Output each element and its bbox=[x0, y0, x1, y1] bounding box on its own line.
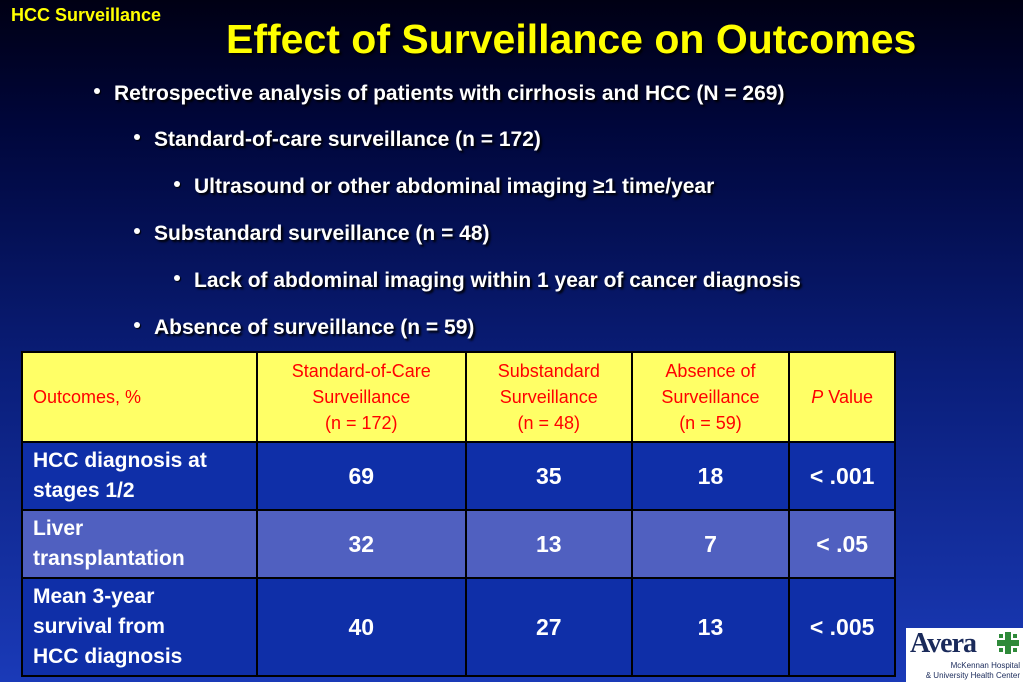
row-label-line: survival from bbox=[33, 615, 165, 638]
row-label: Liver transplantation bbox=[21, 509, 258, 579]
avera-logo: Avera McKennan Hospital & University Hea… bbox=[906, 628, 1023, 682]
header-line: Surveillance bbox=[499, 387, 598, 407]
row-label-line: HCC diagnosis at bbox=[33, 449, 207, 472]
logo-line-1: McKennan Hospital bbox=[950, 661, 1020, 670]
bullet-item: Substandard surveillance (n = 48) bbox=[134, 222, 490, 246]
header-line: (n = 48) bbox=[517, 413, 581, 433]
bullet-dot-icon bbox=[134, 228, 140, 235]
table-cell: 32 bbox=[255, 509, 467, 579]
bullet-dot-icon bbox=[174, 275, 180, 282]
bullet-text: Standard-of-care surveillance (n = 172) bbox=[154, 128, 541, 151]
header-line: Value bbox=[823, 387, 873, 407]
topic-label: HCC Surveillance bbox=[11, 5, 162, 25]
row-label-line: stages 1/2 bbox=[33, 479, 135, 502]
header-line: Outcomes, % bbox=[33, 387, 142, 407]
row-label: HCC diagnosis at stages 1/2 bbox=[21, 441, 258, 511]
header-line: (n = 59) bbox=[679, 413, 742, 433]
bullet-text: Absence of surveillance (n = 59) bbox=[154, 316, 475, 339]
bullet-text: Ultrasound or other abdominal imaging ≥1… bbox=[194, 175, 715, 198]
table-cell: 35 bbox=[464, 441, 633, 511]
bullet-dot-icon bbox=[134, 322, 140, 329]
bullet-text: Substandard surveillance (n = 48) bbox=[154, 222, 490, 245]
slide-title: Effect of Surveillance on Outcomes bbox=[226, 16, 917, 62]
column-header: Absence of Surveillance (n = 59) bbox=[630, 351, 791, 443]
column-header: Outcomes, % bbox=[21, 351, 258, 443]
p-value-cell: < .05 bbox=[788, 509, 896, 579]
p-italic: P bbox=[811, 387, 824, 407]
table-row: HCC diagnosis at stages 1/2 69 35 18 < .… bbox=[21, 441, 896, 511]
header-line: Substandard bbox=[497, 361, 600, 381]
bullet-dot-icon bbox=[134, 134, 140, 141]
logo-line-2: & University Health Center bbox=[925, 671, 1020, 680]
header-line: (n = 172) bbox=[325, 413, 398, 433]
table-cell: 13 bbox=[630, 577, 791, 677]
bullet-item: Ultrasound or other abdominal imaging ≥1… bbox=[174, 175, 714, 199]
bullet-text: Lack of abdominal imaging within 1 year … bbox=[194, 269, 801, 292]
p-value-cell: < .005 bbox=[788, 577, 896, 677]
header-line: Standard-of-Care bbox=[291, 361, 431, 381]
header-line: Surveillance bbox=[661, 387, 760, 407]
table-cell: 27 bbox=[464, 577, 633, 677]
table-cell: 40 bbox=[255, 577, 467, 677]
row-label-line: transplantation bbox=[33, 547, 185, 570]
outcomes-table: Outcomes, % Standard-of-Care Surveillanc… bbox=[21, 351, 896, 677]
table-row: Liver transplantation 32 13 7 < .05 bbox=[21, 509, 896, 579]
table-cell: 13 bbox=[464, 509, 633, 579]
bullet-dot-icon bbox=[174, 181, 180, 188]
row-label-line: Mean 3-year bbox=[33, 585, 155, 608]
table-cell: 7 bbox=[630, 509, 791, 579]
bullet-item: Retrospective analysis of patients with … bbox=[94, 82, 784, 106]
bullet-item: Standard-of-care surveillance (n = 172) bbox=[134, 128, 541, 152]
row-label-line: HCC diagnosis bbox=[33, 645, 183, 668]
row-label-line: Liver bbox=[33, 517, 84, 540]
table-cell: 69 bbox=[255, 441, 467, 511]
bullet-item: Lack of abdominal imaging within 1 year … bbox=[174, 269, 801, 293]
cross-icon bbox=[997, 632, 1019, 654]
logo-brand: Avera bbox=[910, 628, 977, 659]
bullet-text: Retrospective analysis of patients with … bbox=[114, 82, 785, 105]
column-header: Standard-of-Care Surveillance (n = 172) bbox=[255, 351, 467, 443]
header-line: Surveillance bbox=[312, 387, 411, 407]
row-label: Mean 3-year survival from HCC diagnosis bbox=[21, 577, 258, 677]
table-row: Mean 3-year survival from HCC diagnosis … bbox=[21, 577, 896, 677]
header-line: Absence of bbox=[665, 361, 756, 381]
table-header-row: Outcomes, % Standard-of-Care Surveillanc… bbox=[21, 351, 896, 443]
bullet-dot-icon bbox=[94, 88, 100, 95]
p-value-cell: < .001 bbox=[788, 441, 896, 511]
column-header: P Value bbox=[788, 351, 896, 443]
column-header: Substandard Surveillance (n = 48) bbox=[464, 351, 633, 443]
table-cell: 18 bbox=[630, 441, 791, 511]
bullet-item: Absence of surveillance (n = 59) bbox=[134, 316, 474, 340]
